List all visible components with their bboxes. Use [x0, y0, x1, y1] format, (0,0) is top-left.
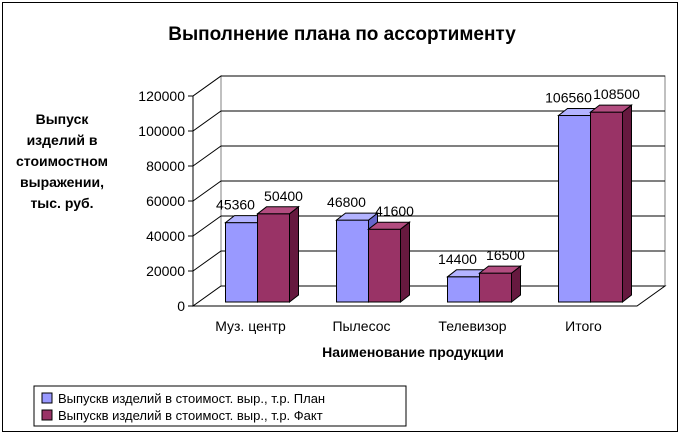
y-tick-label: 0	[177, 298, 185, 314]
bar-top	[478, 265, 522, 274]
gridline	[192, 145, 665, 167]
y-axis-label: Выпуск изделий в стоимостном выражении, тыс.…	[16, 111, 108, 211]
category-label: Итого	[565, 318, 602, 334]
data-label: 106560	[545, 90, 592, 106]
data-label: 14400	[438, 251, 477, 267]
gridline	[192, 250, 665, 272]
legend-label: Выпускв изделий в стоимост. выр., т.р. П…	[58, 391, 325, 406]
y-axis-label-line: выражении,	[20, 174, 104, 190]
y-tick-label: 60000	[146, 193, 185, 209]
bar-top	[367, 221, 411, 230]
y-tick-label: 40000	[146, 228, 185, 244]
y-axis-label-line: изделий в	[27, 132, 98, 148]
legend-swatch	[41, 392, 53, 404]
legend: Выпускв изделий в стоимост. выр., т.р. П…	[33, 385, 407, 427]
bar-top	[335, 212, 379, 221]
bar-top	[256, 206, 300, 215]
category-label: Муз. центр	[215, 318, 286, 334]
y-tick-label: 100000	[138, 123, 185, 139]
bar	[479, 272, 512, 303]
chart-title: Выполнение плана по ассортименту	[168, 24, 516, 45]
bar-side	[289, 205, 299, 304]
legend-label: Выпускв изделий в стоимост. выр., т.р. Ф…	[58, 408, 323, 423]
data-label: 45360	[216, 197, 255, 213]
bar-side	[622, 104, 632, 304]
y-tick-label: 20000	[146, 263, 185, 279]
bar	[368, 228, 401, 303]
bar-top	[589, 104, 633, 113]
x-axis-label: Наименование продукции	[322, 344, 504, 360]
legend-box	[33, 385, 407, 427]
floor	[191, 285, 667, 307]
bar	[225, 222, 258, 303]
category-label: Пылесос	[332, 318, 390, 334]
bar	[257, 213, 290, 303]
data-label: 108500	[593, 86, 640, 102]
y-tick-labels: 0 20000 40000 60000 80000 100000 120000	[138, 88, 185, 314]
legend-swatch	[41, 409, 53, 421]
gridlines	[188, 75, 665, 307]
bar	[447, 276, 480, 303]
y-axis-label-line: тыс. руб.	[30, 195, 93, 211]
bar	[558, 115, 591, 303]
bars: 45360 50400 46800 41600 14400 16500 106560 1085…	[216, 86, 640, 304]
data-label: 41600	[375, 203, 414, 219]
gridline	[192, 215, 665, 237]
bar-side	[400, 221, 410, 304]
data-label: 46800	[327, 194, 366, 210]
category-labels: Муз. центр Пылесос Телевизор Итого	[215, 318, 602, 334]
data-label: 16500	[486, 247, 525, 263]
y-axis-label-line: стоимостном	[16, 153, 108, 169]
gridline	[192, 75, 665, 97]
gridline	[192, 110, 665, 132]
data-label: 50400	[264, 188, 303, 204]
gridline	[192, 180, 665, 202]
bar	[336, 219, 369, 303]
y-axis-label-line: Выпуск	[36, 111, 90, 127]
bar	[590, 111, 623, 303]
y-tick-label: 120000	[138, 88, 185, 104]
category-label: Телевизор	[438, 318, 506, 334]
y-tick-label: 80000	[146, 158, 185, 174]
